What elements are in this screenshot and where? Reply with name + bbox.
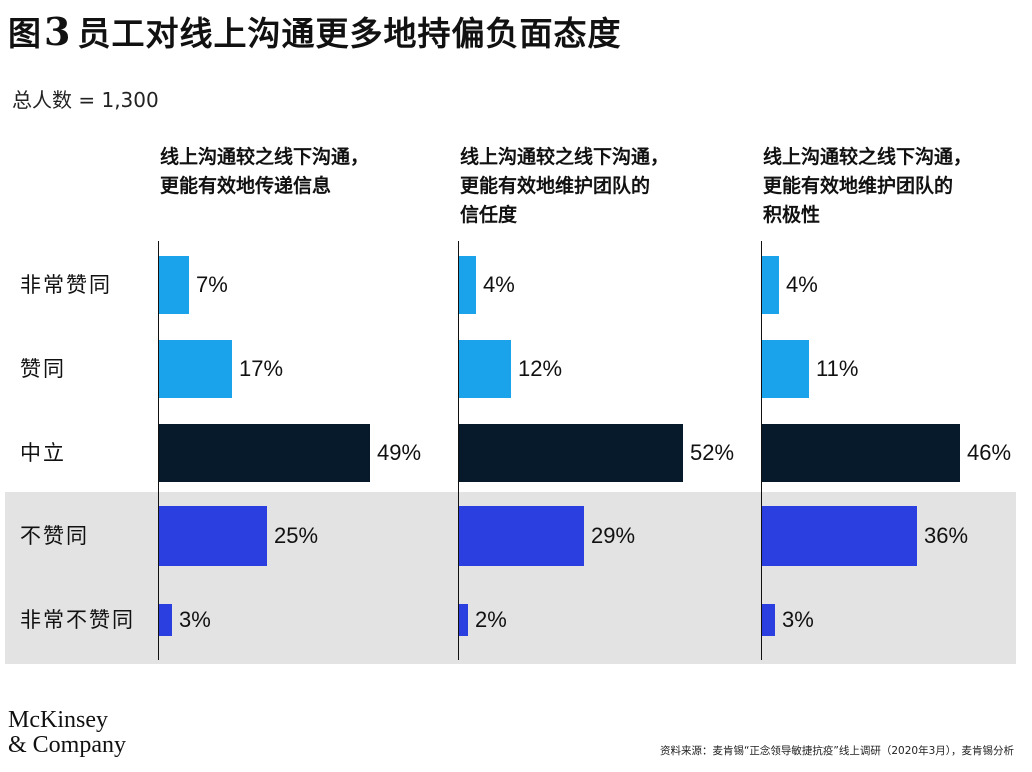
data-label: 29% xyxy=(591,523,636,548)
column-title-line: 线上沟通较之线下沟通， xyxy=(460,146,670,168)
data-label: 7% xyxy=(196,272,228,297)
category-label: 非常赞同 xyxy=(20,273,112,297)
category-label: 非常不赞同 xyxy=(20,608,135,632)
column-title-line: 更能有效地传递信息 xyxy=(160,175,332,197)
data-label: 2% xyxy=(475,607,507,632)
category-label: 不赞同 xyxy=(20,524,89,548)
data-label: 49% xyxy=(377,440,422,465)
bar xyxy=(159,604,172,636)
mckinsey-logo: McKinsey & Company xyxy=(8,708,126,758)
column-title-line: 信任度 xyxy=(460,204,518,226)
column-title-3: 线上沟通较之线下沟通， 更能有效地维护团队的 积极性 xyxy=(763,143,1032,230)
column-title-line: 积极性 xyxy=(763,204,821,226)
data-label: 12% xyxy=(518,356,563,381)
data-label: 52% xyxy=(690,440,735,465)
bar xyxy=(762,256,779,314)
panel-axis-line xyxy=(761,241,762,660)
data-label: 4% xyxy=(483,272,515,297)
data-label: 46% xyxy=(967,440,1012,465)
chart-title: 图3 员工对线上沟通更多地持偏负面态度 xyxy=(8,10,621,56)
column-title-line: 更能有效地维护团队的 xyxy=(460,175,651,197)
column-title-line: 线上沟通较之线下沟通， xyxy=(160,146,370,168)
total-respondents: 总人数 = 1,300 xyxy=(12,88,159,112)
data-label: 17% xyxy=(239,356,284,381)
category-label: 中立 xyxy=(20,441,66,465)
column-title-line: 线上沟通较之线下沟通， xyxy=(763,146,973,168)
column-title-2: 线上沟通较之线下沟通， 更能有效地维护团队的 信任度 xyxy=(460,143,730,230)
panel-axis-line xyxy=(458,241,459,660)
title-prefix: 图 xyxy=(8,14,42,53)
column-title-1: 线上沟通较之线下沟通， 更能有效地传递信息 xyxy=(160,143,430,201)
data-label: 4% xyxy=(786,272,818,297)
category-label: 赞同 xyxy=(20,357,66,381)
data-label: 3% xyxy=(782,607,814,632)
source-note: 资料来源：麦肯锡“正念领导敏捷抗疫”线上调研（2020年3月），麦肯锡分析 xyxy=(659,745,1014,757)
bar xyxy=(762,604,775,636)
bar xyxy=(159,256,189,314)
bar xyxy=(459,506,584,566)
bar xyxy=(159,506,267,566)
bar xyxy=(459,340,511,398)
bar xyxy=(459,604,468,636)
logo-line-2: & Company xyxy=(8,732,126,758)
data-label: 36% xyxy=(924,523,969,548)
bar xyxy=(459,256,476,314)
data-label: 25% xyxy=(274,523,319,548)
bar xyxy=(459,424,683,482)
bar xyxy=(762,424,960,482)
column-title-line: 更能有效地维护团队的 xyxy=(763,175,954,197)
panel-axis-line xyxy=(158,241,159,660)
data-label: 11% xyxy=(816,356,859,381)
title-text: 员工对线上沟通更多地持偏负面态度 xyxy=(77,14,622,53)
bar xyxy=(762,340,809,398)
data-label: 3% xyxy=(179,607,211,632)
bar xyxy=(762,506,917,566)
title-number: 3 xyxy=(44,9,72,54)
bar xyxy=(159,424,370,482)
bar xyxy=(159,340,232,398)
logo-line-1: McKinsey xyxy=(8,707,108,733)
